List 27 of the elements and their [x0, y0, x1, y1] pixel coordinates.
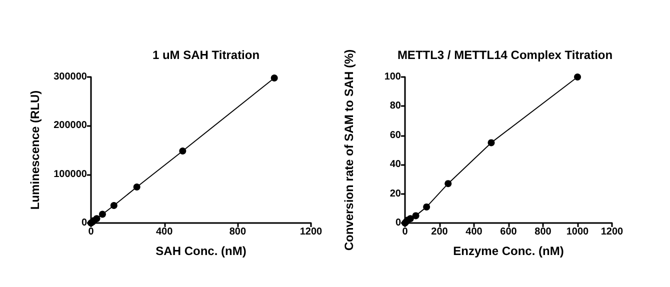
x-axis-title: Enzyme Conc. (nM) [453, 244, 564, 258]
x-tick-label: 600 [500, 226, 518, 238]
y-tick-label: 200000 [54, 120, 88, 132]
x-tick-label: 1000 [566, 226, 590, 238]
y-tick-label: 20 [390, 188, 402, 200]
x-axis-title: SAH Conc. (nM) [156, 244, 246, 258]
x-tick-label: 800 [534, 226, 552, 238]
x-tick-label: 0 [88, 226, 94, 238]
x-tick-label: 800 [229, 226, 246, 238]
y-tick-label: 40 [390, 159, 402, 170]
y-tick-label: 100 [384, 72, 402, 82]
x-tick-label: 1200 [300, 226, 323, 238]
y-tick-label: 60 [390, 130, 402, 141]
x-tick-label: 200 [431, 226, 448, 238]
y-tick-label: 0 [81, 218, 88, 228]
y-tick-label: 0 [395, 218, 402, 228]
x-tick-label: 400 [466, 226, 483, 238]
y-axis-title: Conversion rate of SAM to SAH (%) [342, 49, 356, 251]
x-tick-label: 0 [402, 226, 408, 238]
y-tick-label: 100000 [54, 168, 88, 180]
x-tick-label: 1200 [600, 226, 624, 238]
y-axis-title: Luminescence (RLU) [28, 90, 42, 210]
y-tick-label: 80 [390, 100, 402, 112]
chart-title: 1 uM SAH Titration [152, 48, 260, 62]
chart-title: METTL3 / METTL14 Complex Titration [397, 48, 613, 62]
x-tick-label: 400 [156, 226, 174, 238]
y-tick-label: 300000 [54, 72, 88, 82]
